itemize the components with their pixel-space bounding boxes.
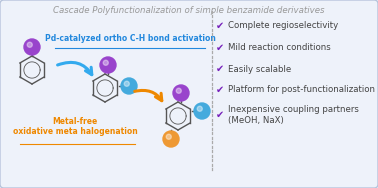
- Circle shape: [27, 42, 33, 47]
- Text: Platform for post-functionalization: Platform for post-functionalization: [228, 86, 375, 95]
- Text: ✔: ✔: [216, 110, 224, 120]
- Text: ✔: ✔: [216, 85, 224, 95]
- Circle shape: [176, 88, 181, 93]
- Text: ✔: ✔: [216, 43, 224, 53]
- Text: Cascade Polyfunctionalization of simple benzamide derivatives: Cascade Polyfunctionalization of simple …: [53, 6, 325, 15]
- Circle shape: [173, 85, 189, 101]
- Circle shape: [163, 131, 179, 147]
- Circle shape: [194, 103, 210, 119]
- Circle shape: [124, 81, 129, 86]
- Text: Mild reaction conditions: Mild reaction conditions: [228, 43, 331, 52]
- Circle shape: [100, 57, 116, 73]
- Text: Pd-catalyzed ortho C-H bond activation: Pd-catalyzed ortho C-H bond activation: [45, 34, 215, 43]
- Circle shape: [166, 134, 171, 139]
- Text: ✔: ✔: [216, 64, 224, 74]
- Circle shape: [24, 39, 40, 55]
- Circle shape: [121, 78, 137, 94]
- Text: Easily scalable: Easily scalable: [228, 64, 291, 74]
- Circle shape: [103, 60, 108, 65]
- Text: Complete regioselectivity: Complete regioselectivity: [228, 21, 338, 30]
- Circle shape: [197, 106, 202, 111]
- Text: Inexpensive coupling partners
(MeOH, NaX): Inexpensive coupling partners (MeOH, NaX…: [228, 105, 359, 125]
- Text: ✔: ✔: [216, 21, 224, 31]
- Text: Metal-free
oxidative meta halogenation: Metal-free oxidative meta halogenation: [12, 117, 137, 136]
